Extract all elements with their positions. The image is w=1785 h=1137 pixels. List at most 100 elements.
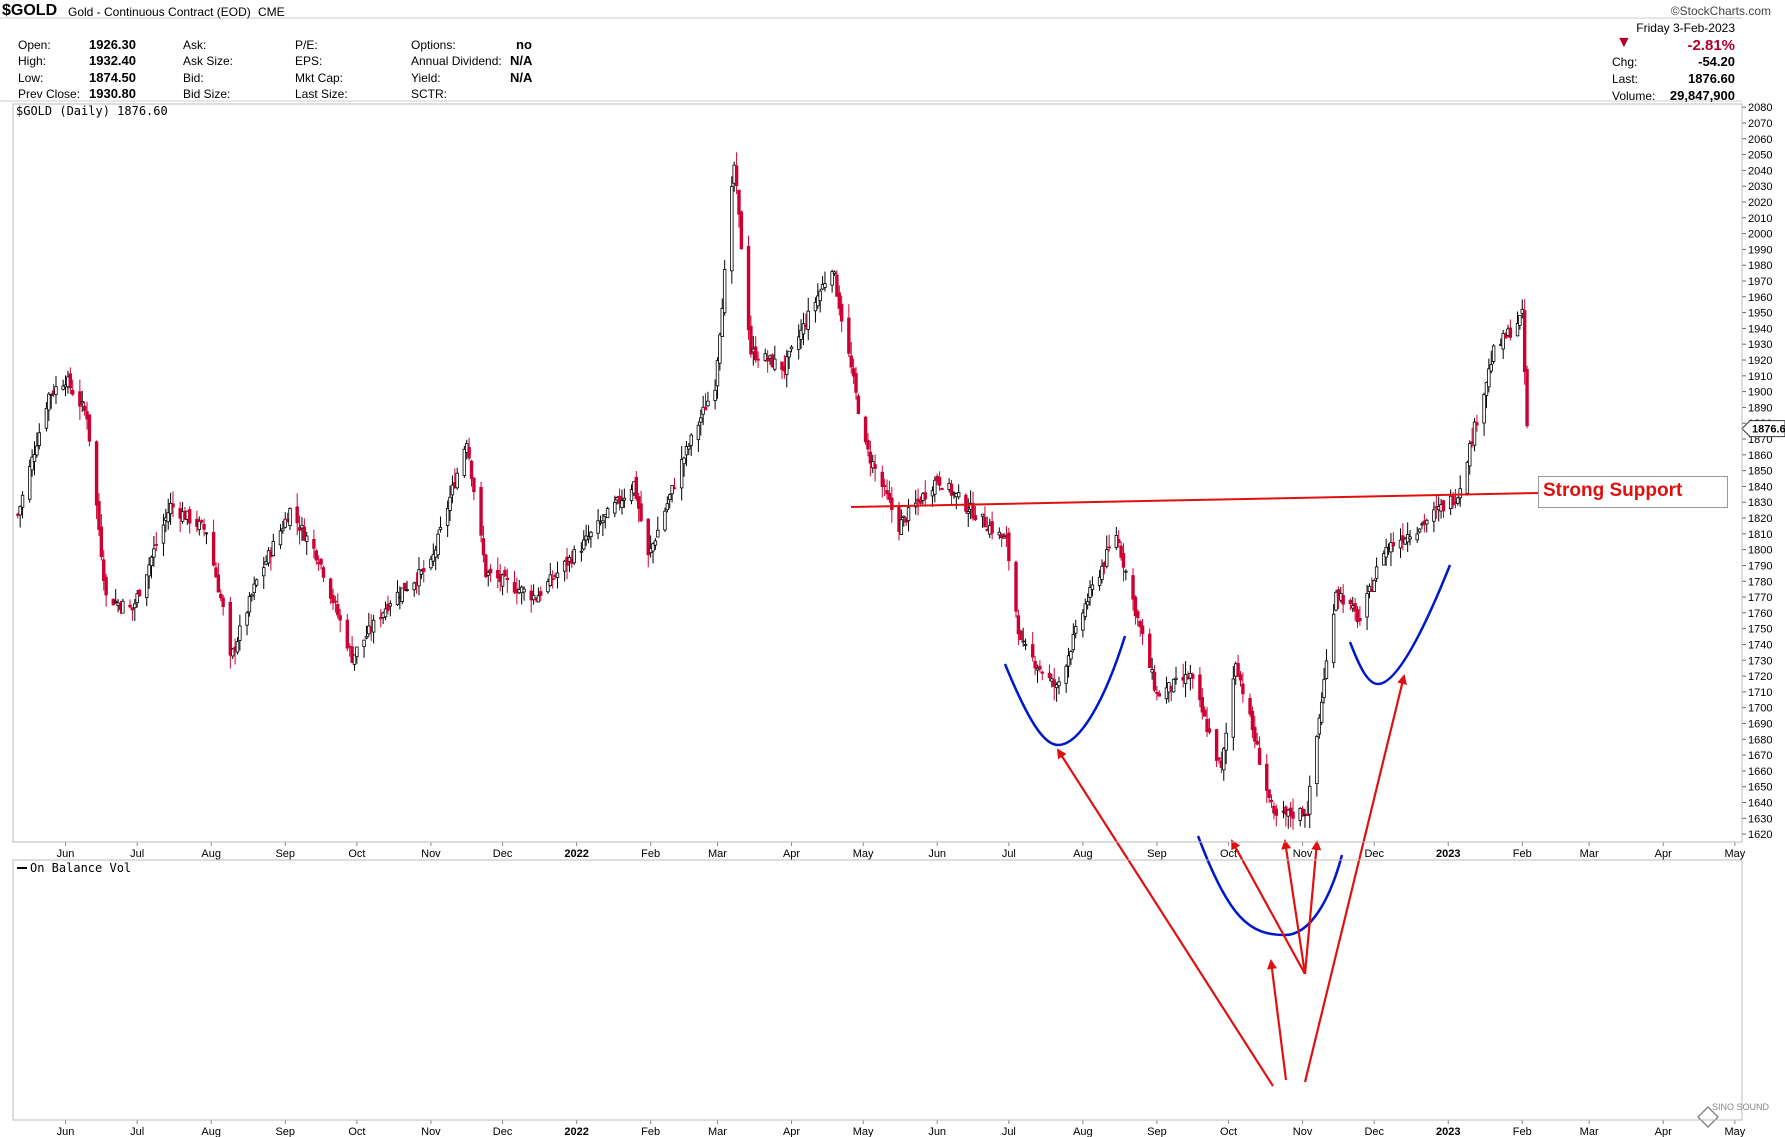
candle-body — [1515, 323, 1520, 337]
candle-body — [1019, 630, 1023, 641]
candle-body — [331, 594, 335, 604]
candle-body — [1105, 549, 1109, 567]
candle-body — [832, 271, 837, 275]
candle-body — [1066, 655, 1071, 667]
y-tick-label: 1800 — [1748, 545, 1772, 557]
y-tick-label: 1770 — [1748, 592, 1772, 604]
candle-body — [634, 476, 638, 500]
candle-body — [589, 531, 593, 538]
x-tick-label-obv: Mar — [1580, 1126, 1599, 1137]
candle-body — [1382, 553, 1386, 566]
candle-body — [1097, 576, 1102, 586]
candle-body — [97, 501, 101, 530]
candle-body — [219, 593, 223, 599]
candle-body — [546, 581, 550, 593]
candle-body — [1265, 763, 1269, 791]
candle-body — [785, 356, 789, 376]
candle-body — [1071, 634, 1076, 651]
x-tick-label-obv: Feb — [1513, 1126, 1532, 1137]
candle-body — [773, 358, 777, 370]
candle-body — [238, 625, 242, 641]
candle-body — [699, 417, 703, 423]
ask-size-label: Ask Size: — [183, 54, 234, 68]
head-bowl — [1196, 835, 1344, 937]
arrow-left-shoulder — [1056, 748, 1274, 1087]
candle-body — [1508, 327, 1513, 338]
candle-body — [18, 505, 22, 516]
candle-body — [880, 471, 884, 488]
candle-body — [216, 574, 221, 593]
y-tick-label: 1840 — [1748, 481, 1772, 493]
candle-body — [562, 560, 567, 572]
x-tick-label-obv: Jun — [57, 1126, 75, 1137]
candle-body — [278, 530, 283, 546]
candle-body — [890, 497, 894, 510]
candle-body — [417, 569, 421, 587]
candle-body — [135, 593, 139, 603]
candle-body — [512, 582, 517, 593]
x-tick-label: Dec — [1364, 848, 1384, 860]
candle-body — [863, 416, 868, 443]
candle-body — [656, 529, 660, 538]
candle-body — [188, 509, 192, 524]
candle-body — [61, 385, 65, 390]
x-tick-label: May — [853, 848, 874, 860]
candle-body — [338, 615, 342, 621]
left-shoulder-bowl — [1003, 635, 1127, 747]
mktcap-label: Mkt Cap: — [295, 71, 344, 85]
y-tick-label: 1690 — [1748, 718, 1772, 730]
candle-body — [154, 544, 158, 546]
candle-body — [754, 346, 758, 361]
candle-body — [94, 441, 99, 506]
candle-body — [818, 290, 822, 302]
x-tick-label-obv: Oct — [1220, 1126, 1237, 1137]
candle-body — [1482, 393, 1486, 424]
candle-body — [1398, 539, 1403, 549]
candle-body — [1121, 552, 1126, 568]
y-tick-label: 1930 — [1748, 339, 1772, 351]
candle-body — [703, 406, 708, 411]
yield-value: N/A — [510, 70, 533, 85]
x-tick-label: May — [1724, 848, 1745, 860]
candle-body — [364, 636, 369, 639]
candle-body — [1052, 679, 1056, 687]
y-tick-label: 1850 — [1748, 466, 1772, 478]
candle-body — [646, 518, 650, 556]
candle-body — [1217, 757, 1221, 760]
candle-body — [345, 619, 350, 649]
candle-body — [168, 502, 173, 515]
y-tick-label: 1920 — [1748, 355, 1772, 367]
candle-body — [429, 558, 433, 569]
y-tick-label: 1940 — [1748, 323, 1772, 335]
candle-body — [319, 558, 323, 565]
candle-body — [696, 424, 701, 441]
y-axis: 1620 1630 1640 1650 1660 1670 1680 1690 1700 1710… — [1741, 102, 1785, 841]
candle-body — [302, 526, 307, 541]
candle-body — [1155, 691, 1159, 694]
candle-body — [121, 600, 125, 614]
candle-body — [402, 582, 407, 592]
candle-body — [701, 406, 705, 415]
candle-body — [1014, 561, 1018, 612]
candle-body — [682, 457, 686, 465]
candle-body — [1236, 663, 1240, 677]
candle-body — [171, 503, 175, 508]
x-tick-label: Mar — [1580, 848, 1599, 860]
candle-body — [1085, 601, 1090, 606]
candle-body — [355, 646, 359, 658]
candle-body — [746, 245, 751, 331]
x-tick-label-obv: Feb — [641, 1126, 660, 1137]
candle-body — [1319, 701, 1324, 723]
candle-body — [1324, 660, 1329, 679]
candle-body — [997, 531, 1001, 536]
right-shoulder-bowl — [1348, 564, 1452, 686]
candle-body — [1322, 679, 1326, 698]
candle-body — [1451, 495, 1455, 506]
candle-body — [1336, 589, 1341, 597]
candle-body — [1150, 669, 1154, 673]
y-tick-label: 1970 — [1748, 276, 1772, 288]
arrow-head-bowl — [1267, 959, 1288, 1081]
candle-body — [1465, 461, 1470, 494]
candle-body — [254, 579, 259, 586]
candle-body — [383, 608, 388, 618]
